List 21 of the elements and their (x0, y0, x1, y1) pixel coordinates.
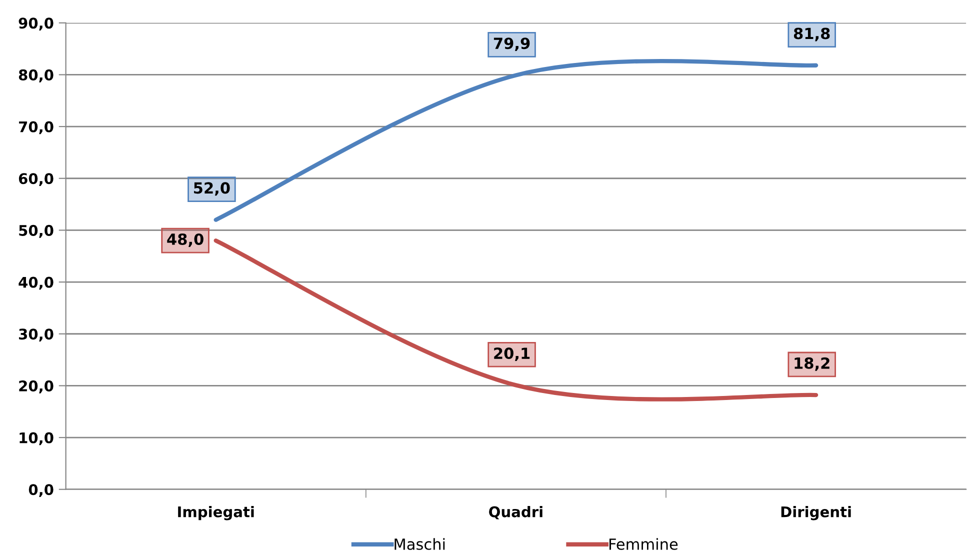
y-tick-label: 20,0 (19, 380, 54, 394)
x-tick-label: Quadri (489, 506, 542, 520)
legend-label: Femmine (609, 538, 678, 550)
y-tick-label: 80,0 (18, 69, 54, 82)
y-tick-label: 70,0 (19, 121, 54, 134)
x-tick-label: Impiegati (178, 506, 254, 520)
data-label: 81,8 (794, 28, 830, 42)
y-tick-label: 30,0 (19, 328, 54, 342)
y-tick-label: 10,0 (20, 432, 54, 446)
y-tick-label: 60,0 (18, 173, 54, 186)
x-tick-label: Dirigenti (781, 506, 851, 520)
y-tick-label: 40,0 (18, 276, 54, 290)
y-tick-label: 50,0 (19, 224, 54, 238)
data-label: 18,2 (794, 357, 830, 371)
data-label: 52,0 (194, 182, 230, 196)
data-label: 20,1 (494, 348, 530, 362)
y-tick-label: 90,0 (18, 18, 54, 30)
data-label: 79,9 (494, 38, 530, 52)
data-label: 48,0 (167, 233, 204, 247)
legend-label: Maschi (394, 538, 445, 550)
y-tick-label: 0,0 (28, 484, 54, 497)
